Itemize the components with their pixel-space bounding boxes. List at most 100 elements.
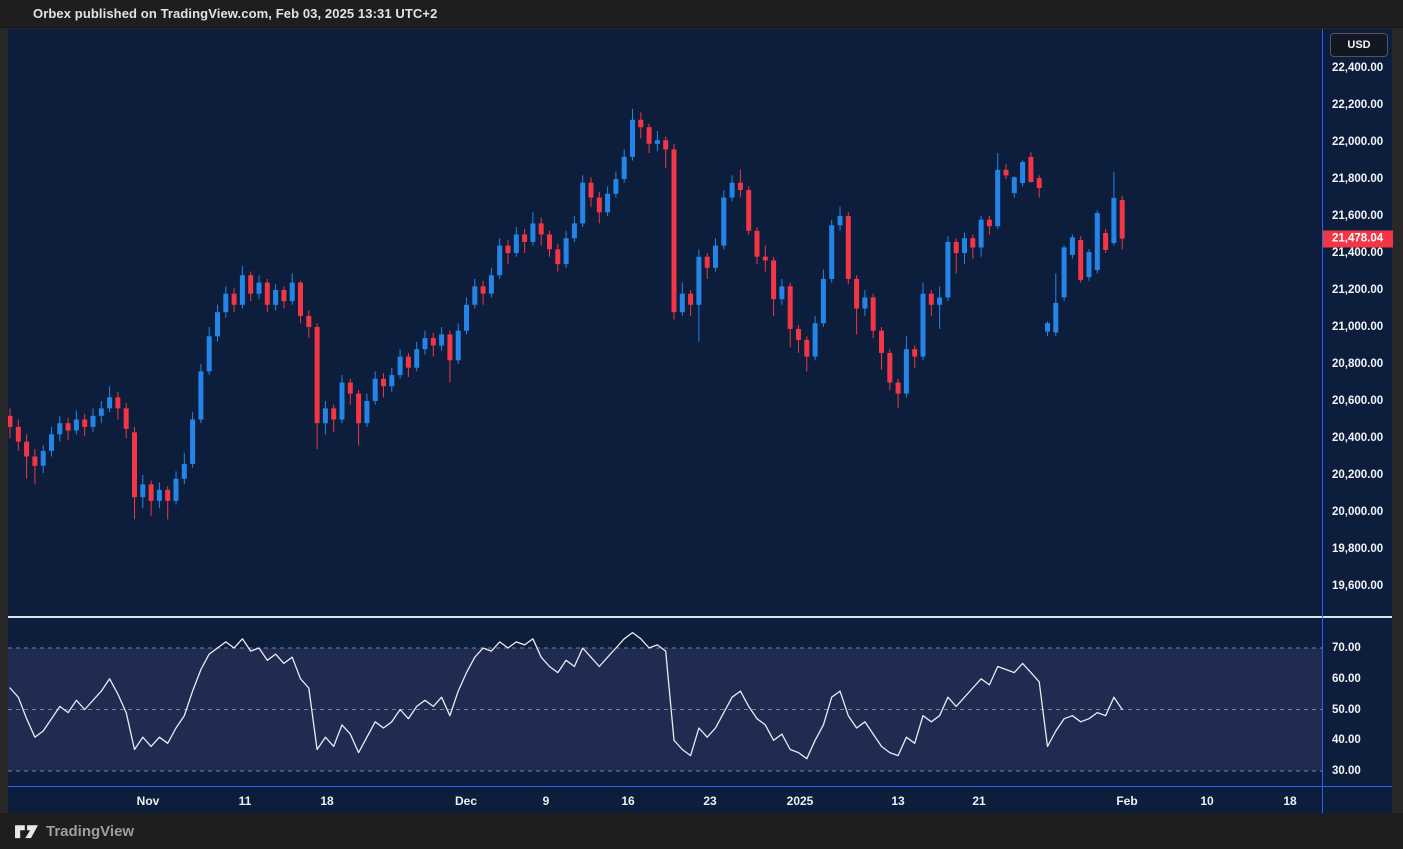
candle-body bbox=[173, 478, 179, 501]
candle-body bbox=[962, 238, 967, 253]
candle-body bbox=[115, 397, 121, 409]
candle-body bbox=[679, 293, 685, 313]
tradingview-brand[interactable]: TradingView bbox=[14, 813, 134, 849]
candle-body bbox=[57, 423, 63, 435]
price-scale[interactable]: USD 21,478.04 22,400.00 22,200.00 22,000.0… bbox=[1322, 29, 1393, 813]
candle-body bbox=[895, 382, 901, 394]
candle-body bbox=[314, 327, 320, 424]
candle-body bbox=[928, 293, 934, 305]
candle-body bbox=[555, 249, 561, 265]
candle-body bbox=[787, 286, 793, 329]
time-scale[interactable]: Nov 11 18 Dec 9 16 23 2025 13 21 Feb 10 18 bbox=[8, 786, 1392, 814]
candle-body bbox=[132, 432, 137, 498]
candle-body bbox=[1119, 200, 1125, 239]
candle-body bbox=[273, 290, 279, 305]
candle-body bbox=[588, 182, 594, 198]
candle-body bbox=[879, 330, 884, 353]
pane-divider[interactable] bbox=[8, 616, 1392, 618]
rsi-tick: 50.00 bbox=[1332, 703, 1361, 716]
candle-body bbox=[1086, 252, 1092, 278]
candle-body bbox=[862, 297, 868, 309]
candle-body bbox=[887, 352, 893, 383]
candle-body bbox=[1094, 213, 1100, 270]
price-tick: 20,400.00 bbox=[1332, 432, 1384, 444]
rsi-tick: 70.00 bbox=[1332, 642, 1361, 654]
candle-body bbox=[1011, 177, 1017, 194]
candle-body bbox=[1045, 323, 1050, 332]
rsi-line bbox=[9, 631, 1123, 760]
candle-body bbox=[771, 260, 777, 300]
candle-body bbox=[15, 426, 21, 442]
candle-body bbox=[480, 286, 486, 294]
candle-body bbox=[306, 315, 312, 327]
rsi-tick: 30.00 bbox=[1332, 765, 1361, 777]
time-label: 9 bbox=[542, 793, 550, 808]
candle-body bbox=[123, 408, 129, 429]
candle-body bbox=[405, 356, 411, 368]
candle-body bbox=[737, 182, 743, 191]
price-tick: 19,800.00 bbox=[1332, 543, 1384, 555]
candle-body bbox=[90, 415, 96, 427]
candle-body bbox=[256, 282, 262, 294]
candle-body bbox=[488, 275, 494, 294]
candle-body bbox=[1036, 178, 1042, 189]
candle-body bbox=[372, 378, 378, 401]
candle-body bbox=[439, 334, 445, 346]
candle-body bbox=[538, 223, 544, 235]
time-label: 18 bbox=[320, 793, 334, 808]
currency-button[interactable]: USD bbox=[1330, 33, 1388, 57]
candle-body bbox=[663, 140, 669, 150]
candle-body bbox=[422, 338, 428, 350]
candle-body bbox=[995, 169, 1001, 227]
candle-body bbox=[1078, 240, 1084, 280]
candle-body bbox=[696, 256, 702, 305]
time-label: Dec bbox=[454, 793, 478, 808]
candle-body bbox=[455, 330, 461, 361]
candle-body bbox=[239, 275, 245, 305]
time-label: 21 bbox=[972, 793, 986, 808]
candle-body bbox=[73, 419, 79, 431]
candle-body bbox=[654, 140, 660, 144]
time-label: Feb bbox=[1116, 793, 1138, 808]
candle-body bbox=[472, 286, 478, 305]
candle-body bbox=[248, 275, 254, 294]
candle-body bbox=[746, 190, 752, 231]
candle-body bbox=[986, 219, 992, 227]
candle-body bbox=[1020, 162, 1026, 184]
candle-body bbox=[98, 408, 104, 416]
candle-body bbox=[148, 484, 154, 501]
candle-body bbox=[630, 119, 635, 157]
rsi-pane[interactable] bbox=[8, 618, 1322, 786]
candle-body bbox=[671, 149, 677, 313]
price-tick: 19,600.00 bbox=[1332, 580, 1384, 592]
time-label: 18 bbox=[1283, 793, 1297, 808]
candle-body bbox=[464, 304, 469, 331]
candle-body bbox=[339, 382, 345, 420]
candle-body bbox=[40, 450, 46, 466]
candle-body bbox=[522, 234, 528, 242]
price-tick: 21,800.00 bbox=[1332, 173, 1384, 185]
candle-body bbox=[447, 334, 453, 361]
candle-body bbox=[289, 282, 295, 302]
candle-body bbox=[49, 434, 54, 451]
candle-body bbox=[762, 256, 768, 261]
candle-body bbox=[414, 349, 420, 368]
price-tick: 21,200.00 bbox=[1332, 284, 1384, 296]
time-label: 23 bbox=[703, 793, 717, 808]
candle-body bbox=[298, 282, 303, 316]
price-tick: 22,200.00 bbox=[1332, 99, 1384, 111]
candle-body bbox=[779, 286, 785, 300]
candle-body bbox=[870, 297, 876, 331]
price-pane[interactable] bbox=[8, 29, 1322, 616]
candle-body bbox=[563, 238, 569, 265]
candle-body bbox=[24, 441, 30, 457]
candle-body bbox=[1028, 157, 1034, 182]
candle-body bbox=[937, 297, 943, 305]
candle-body bbox=[65, 423, 71, 431]
candle-body bbox=[638, 119, 644, 128]
price-tick: 20,200.00 bbox=[1332, 469, 1384, 481]
candle-body bbox=[953, 241, 959, 253]
chart-area[interactable]: Nov 11 18 Dec 9 16 23 2025 13 21 Feb 10 18 USD 21,47… bbox=[8, 29, 1393, 814]
price-tick: 21,600.00 bbox=[1332, 210, 1384, 222]
